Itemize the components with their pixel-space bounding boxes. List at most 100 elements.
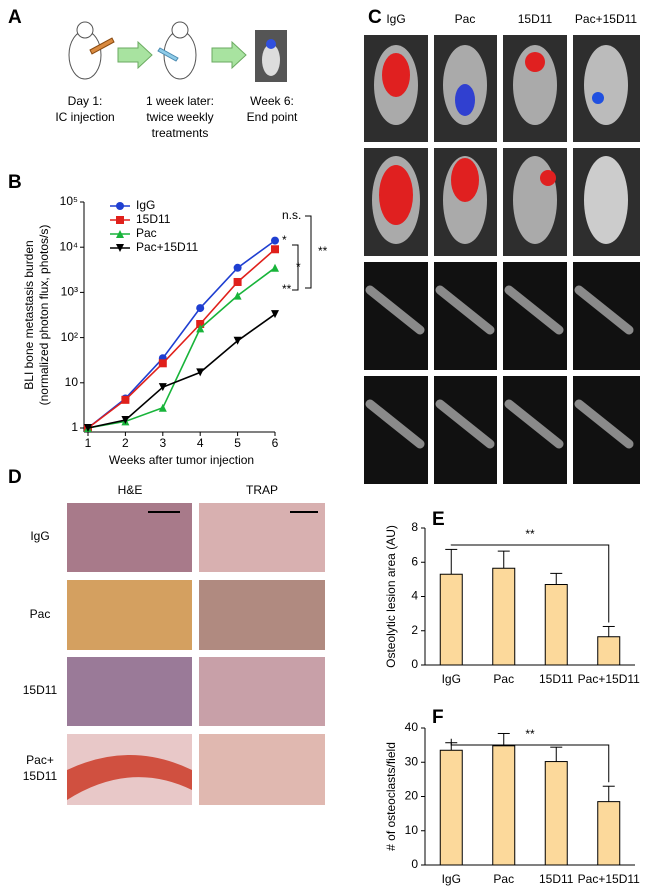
marker: [158, 383, 167, 392]
legend-marker: [116, 230, 124, 238]
marker: [233, 263, 242, 272]
bar: [439, 749, 463, 866]
annotation: *: [282, 233, 287, 247]
series-line: [87, 313, 276, 429]
panel-label: D: [8, 467, 22, 488]
marker: [196, 324, 205, 333]
xray-images: [364, 262, 640, 484]
x-tick-label: 15D11: [539, 672, 574, 686]
series-line: [87, 239, 276, 429]
x-tick-label: 2: [122, 436, 129, 450]
legend-marker: [116, 244, 124, 252]
step-text: 1 week later:: [146, 94, 214, 108]
marker: [121, 416, 130, 425]
marker: [84, 424, 92, 432]
histology-images: [67, 503, 325, 805]
row-label: Pac: [30, 607, 51, 621]
y-tick-label: 2: [411, 623, 418, 637]
x-tick-label: Pac+15D11: [578, 672, 640, 686]
y-tick-label: 1: [71, 420, 78, 434]
y-tick-label: 4: [411, 589, 418, 603]
marker: [233, 336, 242, 345]
legend-label: Pac+15D11: [136, 240, 198, 254]
step-text: End point: [247, 110, 298, 124]
row-label: 15D11: [23, 683, 58, 697]
step-text: treatments: [152, 126, 209, 140]
row-label: IgG: [30, 529, 49, 543]
x-tick-label: Pac: [493, 872, 514, 886]
series-line: [87, 248, 276, 429]
bli-images: [364, 35, 640, 256]
step-text: IC injection: [55, 110, 114, 124]
marker: [271, 310, 279, 319]
bar: [439, 573, 463, 666]
y-tick-label: 10²: [61, 330, 78, 344]
x-tick-label: IgG: [442, 872, 461, 886]
marker: [271, 236, 279, 245]
y-axis-label: BLI bone metastasis burden: [22, 240, 36, 389]
legend-label: IgG: [136, 198, 155, 212]
schematic: [68, 21, 287, 82]
y-tick-label: 10³: [61, 285, 78, 299]
y-tick-label: 6: [411, 554, 418, 568]
column-label: H&E: [118, 483, 143, 497]
y-axis-label: # of osteoclasts/field: [384, 742, 398, 851]
bracket: [450, 544, 610, 623]
marker: [233, 277, 242, 286]
legend-marker: [116, 216, 124, 224]
step-text: Week 6:: [250, 94, 294, 108]
marker: [158, 359, 167, 368]
x-tick-label: Pac: [493, 672, 514, 686]
bracket: [292, 244, 299, 291]
bracket: [450, 738, 610, 783]
bar: [597, 801, 621, 866]
y-tick-label: 20: [405, 789, 419, 803]
x-tick-label: 4: [197, 436, 204, 450]
y-tick-label: 40: [405, 720, 419, 734]
annotation: n.s.: [282, 208, 301, 222]
x-tick-label: 3: [159, 436, 166, 450]
x-tick-label: 1: [85, 436, 92, 450]
y-tick-label: 30: [405, 754, 419, 768]
column-label: 15D11: [518, 12, 553, 26]
y-tick-label: 10: [405, 823, 419, 837]
panel-label: F: [432, 707, 444, 728]
bar: [492, 745, 516, 866]
annotation: **: [318, 244, 328, 258]
marker: [271, 245, 279, 254]
column-label: IgG: [386, 12, 405, 26]
x-tick-label: 15D11: [539, 872, 574, 886]
y-tick-label: 8: [411, 520, 418, 534]
x-tick-label: Pac+15D11: [578, 872, 640, 886]
x-tick-label: 5: [234, 436, 241, 450]
y-axis-label: (normalized photon flux, photos/s): [37, 225, 51, 406]
marker: [196, 319, 205, 328]
marker: [233, 291, 242, 300]
y-tick-label: 10: [65, 375, 79, 389]
annotation: **: [525, 527, 535, 541]
legend-marker: [116, 202, 124, 210]
marker: [196, 368, 205, 377]
y-tick-label: 0: [411, 657, 418, 671]
panel-label: E: [432, 509, 445, 530]
x-tick-label: 6: [272, 436, 279, 450]
marker: [158, 403, 167, 412]
marker: [121, 395, 130, 404]
row-label: Pac+: [26, 753, 54, 767]
panel-label: A: [8, 7, 22, 28]
marker: [271, 263, 279, 272]
row-label: 15D11: [23, 769, 58, 783]
annotation: **: [525, 727, 535, 741]
y-tick-label: 10⁵: [60, 194, 78, 208]
column-label: TRAP: [246, 483, 278, 497]
column-label: Pac+15D11: [575, 12, 637, 26]
annotation: *: [296, 260, 301, 274]
x-axis-label: Weeks after tumor injection: [109, 453, 254, 467]
step-text: Day 1:: [68, 94, 103, 108]
legend-label: 15D11: [136, 212, 171, 226]
annotation: **: [282, 282, 292, 296]
bar: [492, 567, 516, 666]
marker: [196, 304, 205, 313]
legend-label: Pac: [136, 226, 157, 240]
